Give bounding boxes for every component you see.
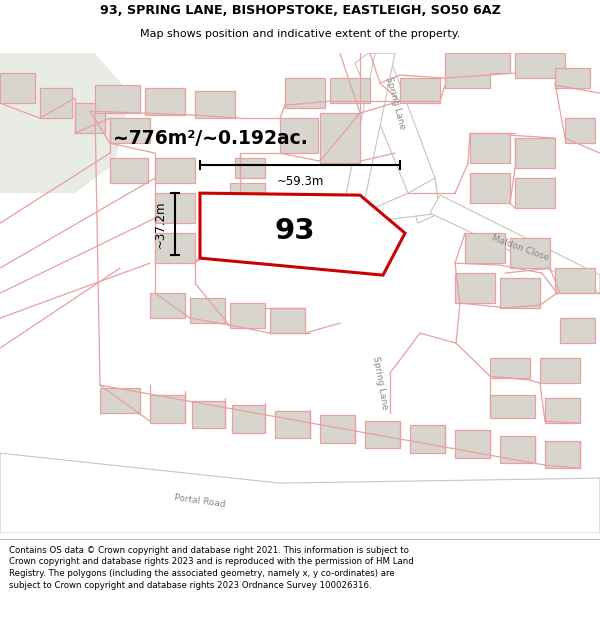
Text: Spring Lane: Spring Lane <box>383 76 406 131</box>
Polygon shape <box>75 103 105 133</box>
Polygon shape <box>230 183 265 208</box>
Polygon shape <box>515 53 565 78</box>
Text: Maldon Close: Maldon Close <box>490 234 550 262</box>
Polygon shape <box>455 273 495 303</box>
Polygon shape <box>100 388 140 413</box>
Polygon shape <box>555 268 595 293</box>
Polygon shape <box>320 113 360 163</box>
Polygon shape <box>500 278 540 308</box>
Polygon shape <box>230 303 265 328</box>
Polygon shape <box>510 238 550 268</box>
Polygon shape <box>445 53 510 88</box>
Polygon shape <box>490 395 535 418</box>
Polygon shape <box>192 401 225 428</box>
Polygon shape <box>500 436 535 463</box>
Polygon shape <box>340 53 395 223</box>
Polygon shape <box>515 178 555 208</box>
Polygon shape <box>430 195 600 293</box>
Polygon shape <box>155 158 195 183</box>
Polygon shape <box>340 178 440 223</box>
Polygon shape <box>190 298 225 323</box>
Polygon shape <box>410 425 445 453</box>
Polygon shape <box>195 91 235 118</box>
Text: Map shows position and indicative extent of the property.: Map shows position and indicative extent… <box>140 29 460 39</box>
Polygon shape <box>565 118 595 143</box>
Polygon shape <box>555 68 590 88</box>
Polygon shape <box>155 233 195 263</box>
Polygon shape <box>470 173 510 203</box>
Polygon shape <box>0 73 35 103</box>
Text: 93, SPRING LANE, BISHOPSTOKE, EASTLEIGH, SO50 6AZ: 93, SPRING LANE, BISHOPSTOKE, EASTLEIGH,… <box>100 4 500 17</box>
Polygon shape <box>400 78 440 103</box>
Polygon shape <box>560 318 595 343</box>
Polygon shape <box>355 53 440 223</box>
Text: Spring Lane: Spring Lane <box>371 356 389 411</box>
Polygon shape <box>455 430 490 458</box>
Polygon shape <box>145 88 185 115</box>
Polygon shape <box>280 118 318 153</box>
Polygon shape <box>465 233 505 263</box>
Polygon shape <box>150 293 185 318</box>
Text: 93: 93 <box>275 217 316 245</box>
Polygon shape <box>232 405 265 433</box>
Polygon shape <box>365 421 400 448</box>
Polygon shape <box>200 193 405 275</box>
Polygon shape <box>150 395 185 423</box>
Polygon shape <box>275 411 310 438</box>
Text: ~776m²/~0.192ac.: ~776m²/~0.192ac. <box>113 129 307 148</box>
Text: ~59.3m: ~59.3m <box>277 175 323 188</box>
Polygon shape <box>490 358 530 378</box>
Polygon shape <box>40 88 72 118</box>
Text: ~37.2m: ~37.2m <box>154 201 167 248</box>
Polygon shape <box>545 398 580 423</box>
Polygon shape <box>0 453 600 533</box>
Polygon shape <box>155 193 195 223</box>
Polygon shape <box>470 133 510 163</box>
Polygon shape <box>110 158 148 183</box>
Polygon shape <box>285 78 325 108</box>
Polygon shape <box>330 78 370 103</box>
Polygon shape <box>545 441 580 468</box>
Polygon shape <box>270 308 305 333</box>
Polygon shape <box>0 53 130 193</box>
Polygon shape <box>95 85 140 113</box>
Polygon shape <box>230 213 265 238</box>
Polygon shape <box>515 138 555 168</box>
Polygon shape <box>110 118 150 143</box>
Polygon shape <box>320 415 355 443</box>
Text: Contains OS data © Crown copyright and database right 2021. This information is : Contains OS data © Crown copyright and d… <box>9 546 414 590</box>
Text: Portal Road: Portal Road <box>174 493 226 509</box>
Polygon shape <box>540 358 580 383</box>
Polygon shape <box>235 158 265 178</box>
